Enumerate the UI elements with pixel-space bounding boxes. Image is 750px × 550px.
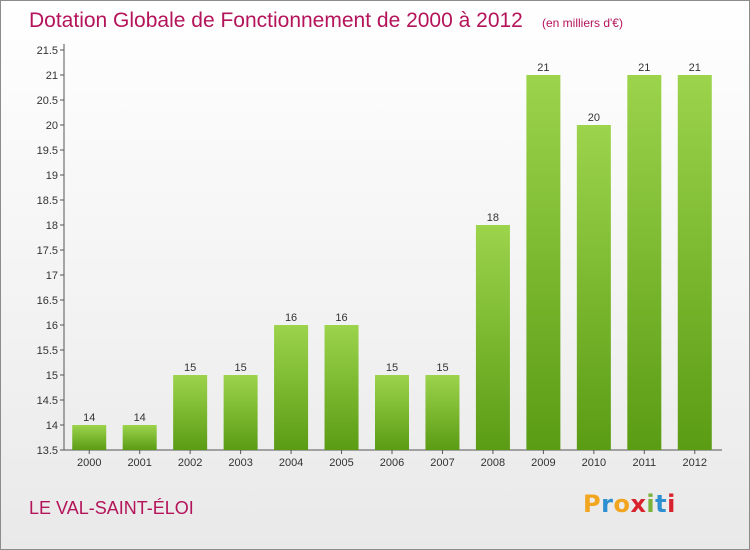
- y-tick-label: 13.5: [37, 445, 58, 457]
- bar-value-label: 16: [335, 312, 347, 324]
- y-tick-label: 15: [46, 370, 58, 382]
- x-tick-label: 2005: [329, 457, 353, 469]
- logo-letter: i: [667, 490, 676, 518]
- bar: [324, 325, 359, 450]
- bar-value-label: 14: [134, 412, 146, 424]
- x-tick-label: 2010: [582, 457, 606, 469]
- bar: [274, 325, 309, 450]
- logo-letter: x: [630, 490, 647, 518]
- y-tick-label: 16.5: [37, 295, 58, 307]
- y-tick-label: 19.5: [37, 145, 58, 157]
- bar: [122, 425, 157, 450]
- bar-value-label: 21: [638, 62, 650, 74]
- y-tick-label: 18: [46, 220, 58, 232]
- bar: [627, 75, 662, 450]
- y-tick-label: 14.5: [37, 395, 58, 407]
- y-tick-label: 17: [46, 270, 58, 282]
- x-tick-label: 2008: [481, 457, 505, 469]
- logo-letter: i: [646, 490, 656, 518]
- logo-letter: P: [583, 490, 602, 518]
- bar: [375, 375, 409, 450]
- x-tick-label: 2012: [683, 457, 707, 469]
- bar-value-label: 15: [436, 362, 448, 374]
- chart-subtitle: (en milliers d'€): [542, 16, 623, 30]
- logo-letter: o: [613, 490, 631, 518]
- chart-title: Dotation Globale de Fonctionnement de 20…: [29, 9, 523, 32]
- bar-value-label: 14: [83, 412, 95, 424]
- bar: [576, 125, 611, 450]
- y-tick-label: 16: [46, 320, 58, 332]
- x-tick-label: 2011: [632, 457, 656, 469]
- logo-letter: r: [601, 490, 614, 518]
- bar: [425, 375, 460, 450]
- bar-value-label: 16: [285, 312, 297, 324]
- bar-value-label: 15: [234, 362, 246, 374]
- x-tick-label: 2004: [279, 457, 303, 469]
- bar: [475, 225, 510, 450]
- commune-name: LE VAL-SAINT-ÉLOI: [29, 498, 194, 518]
- y-tick-label: 14: [46, 420, 58, 432]
- y-tick-label: 21.5: [37, 45, 58, 57]
- proxiti-logo: Proxiti: [583, 490, 676, 518]
- x-tick-label: 2002: [178, 457, 202, 469]
- y-tick-label: 21: [46, 70, 58, 82]
- x-tick-label: 2001: [127, 457, 151, 469]
- bar: [173, 375, 208, 450]
- bar-value-label: 21: [537, 62, 549, 74]
- bar-value-label: 15: [184, 362, 196, 374]
- y-tick-label: 15.5: [37, 345, 58, 357]
- bar: [223, 375, 258, 450]
- bar: [72, 425, 107, 450]
- bar: [526, 75, 561, 450]
- bar-value-label: 18: [487, 212, 499, 224]
- y-tick-label: 19: [46, 170, 58, 182]
- x-tick-label: 2006: [380, 457, 404, 469]
- bar: [677, 75, 712, 450]
- bar-value-label: 21: [689, 62, 701, 74]
- x-tick-label: 2007: [430, 457, 454, 469]
- y-tick-label: 20.5: [37, 95, 58, 107]
- x-tick-label: 2000: [77, 457, 101, 469]
- bar-value-label: 20: [588, 112, 600, 124]
- x-tick-label: 2009: [531, 457, 555, 469]
- bar-value-label: 15: [386, 362, 398, 374]
- y-tick-label: 20: [46, 120, 58, 132]
- y-tick-label: 18.5: [37, 195, 58, 207]
- x-tick-label: 2003: [228, 457, 252, 469]
- logo-letter: t: [655, 490, 668, 518]
- y-tick-label: 17.5: [37, 245, 58, 257]
